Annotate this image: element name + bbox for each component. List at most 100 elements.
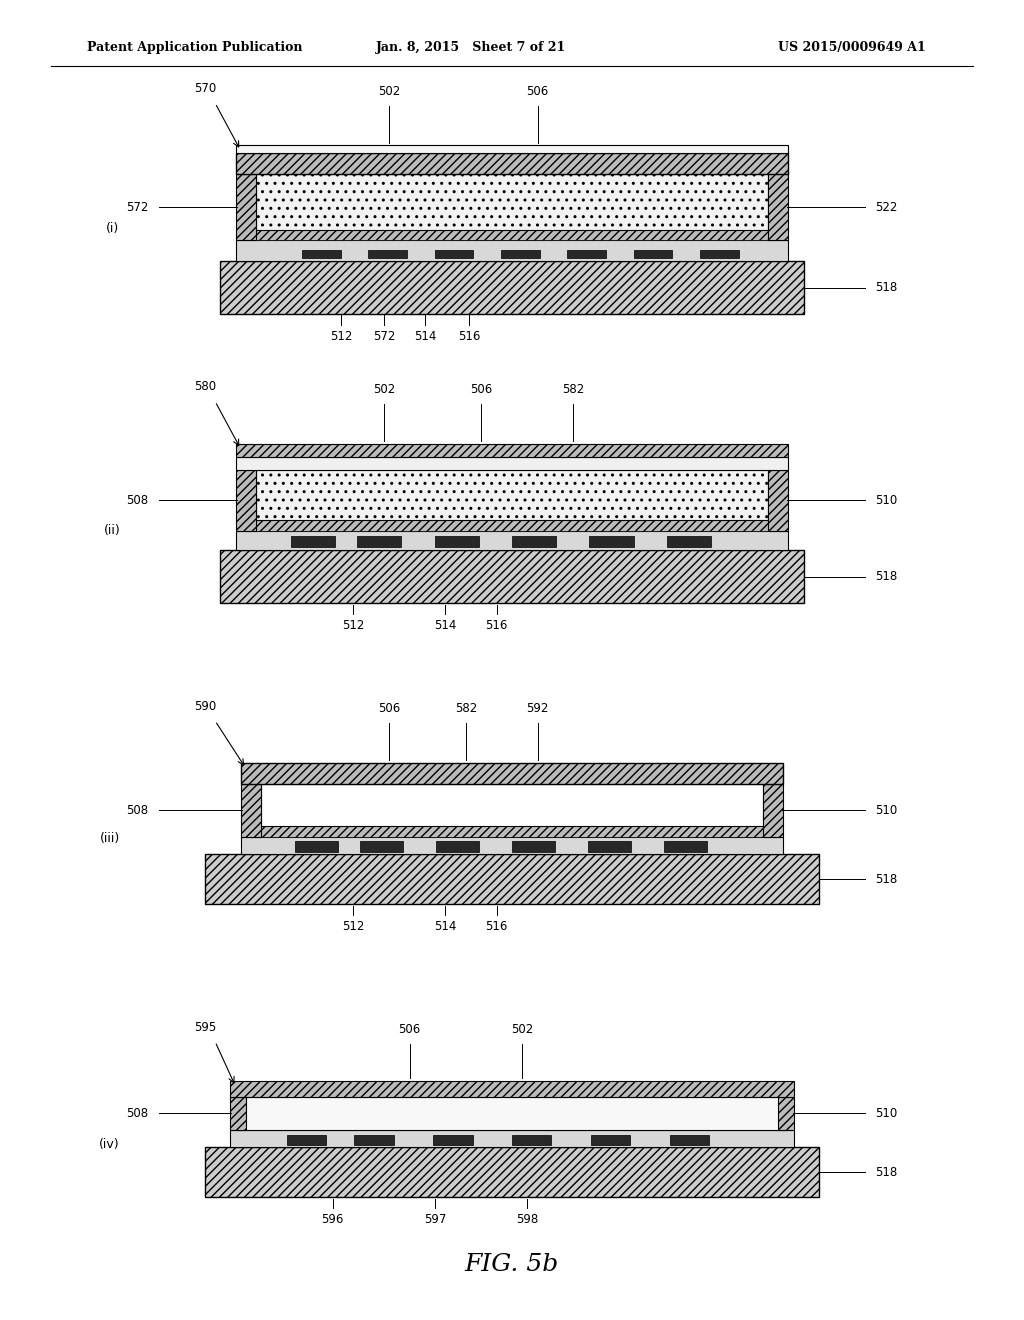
Bar xyxy=(230,1081,794,1097)
Bar xyxy=(236,444,788,457)
Text: (i): (i) xyxy=(106,222,119,235)
Bar xyxy=(205,1147,819,1197)
Bar xyxy=(241,763,783,784)
Bar xyxy=(302,249,341,259)
Bar xyxy=(512,841,555,853)
Bar xyxy=(567,249,606,259)
Bar xyxy=(434,536,479,548)
Bar xyxy=(241,784,261,837)
Bar xyxy=(664,841,708,853)
Text: 508: 508 xyxy=(126,804,148,817)
Text: 508: 508 xyxy=(126,1107,148,1119)
Bar xyxy=(763,784,783,837)
Text: US 2015/0009649 A1: US 2015/0009649 A1 xyxy=(778,41,926,54)
Bar xyxy=(230,1097,246,1130)
Text: 502: 502 xyxy=(511,1023,534,1036)
Text: 510: 510 xyxy=(876,804,898,817)
Bar xyxy=(700,249,738,259)
Bar xyxy=(291,536,335,548)
Bar xyxy=(436,841,479,853)
Bar xyxy=(236,230,788,240)
Bar xyxy=(236,457,788,470)
Text: 592: 592 xyxy=(526,702,549,715)
Bar xyxy=(433,1135,473,1146)
Text: 516: 516 xyxy=(458,330,480,343)
Bar xyxy=(256,174,768,230)
Text: 502: 502 xyxy=(378,84,400,98)
Bar xyxy=(670,1135,709,1146)
Text: 506: 506 xyxy=(526,84,549,98)
Text: 582: 582 xyxy=(562,383,585,396)
Bar xyxy=(261,784,763,826)
Bar xyxy=(256,470,768,520)
Text: 522: 522 xyxy=(876,201,898,214)
Text: (ii): (ii) xyxy=(104,524,121,537)
Text: 518: 518 xyxy=(876,1166,898,1179)
Text: FIG. 5b: FIG. 5b xyxy=(465,1253,559,1276)
Text: 572: 572 xyxy=(126,201,148,214)
Text: 570: 570 xyxy=(194,82,216,95)
Text: 502: 502 xyxy=(373,383,395,396)
Bar xyxy=(434,249,473,259)
Text: 506: 506 xyxy=(470,383,493,396)
Bar xyxy=(360,841,403,853)
Bar xyxy=(768,174,788,240)
Text: Jan. 8, 2015   Sheet 7 of 21: Jan. 8, 2015 Sheet 7 of 21 xyxy=(376,41,566,54)
Bar xyxy=(205,854,819,904)
Bar xyxy=(236,470,256,531)
Text: 597: 597 xyxy=(424,1213,446,1226)
Bar xyxy=(591,1135,631,1146)
Text: 506: 506 xyxy=(378,702,400,715)
Bar xyxy=(220,550,804,603)
Text: 514: 514 xyxy=(434,920,457,933)
Text: 508: 508 xyxy=(126,494,148,507)
Text: 572: 572 xyxy=(373,330,395,343)
Text: 595: 595 xyxy=(194,1020,216,1034)
Bar xyxy=(588,841,632,853)
Text: 516: 516 xyxy=(485,920,508,933)
Bar xyxy=(667,536,711,548)
Text: (iv): (iv) xyxy=(99,1138,120,1151)
Text: 518: 518 xyxy=(876,570,898,583)
Bar xyxy=(236,174,256,240)
Text: 510: 510 xyxy=(876,1107,898,1119)
Text: 510: 510 xyxy=(876,494,898,507)
Bar xyxy=(220,261,804,314)
Bar xyxy=(236,520,788,531)
Text: 598: 598 xyxy=(516,1213,539,1226)
Bar xyxy=(287,1135,326,1146)
Bar xyxy=(241,826,783,837)
Bar xyxy=(590,536,634,548)
Text: 516: 516 xyxy=(485,619,508,632)
Text: (iii): (iii) xyxy=(99,832,120,845)
Text: Patent Application Publication: Patent Application Publication xyxy=(87,41,302,54)
Bar xyxy=(236,531,788,550)
Bar xyxy=(230,1130,794,1147)
Text: 514: 514 xyxy=(414,330,436,343)
Text: 512: 512 xyxy=(330,330,352,343)
Text: 518: 518 xyxy=(876,281,898,294)
Text: 590: 590 xyxy=(194,700,216,713)
Bar xyxy=(512,536,556,548)
Text: 596: 596 xyxy=(322,1213,344,1226)
Bar xyxy=(512,1135,551,1146)
Bar xyxy=(354,1135,394,1146)
Bar xyxy=(236,145,788,153)
Text: 582: 582 xyxy=(455,702,477,715)
Bar xyxy=(634,249,673,259)
Text: 512: 512 xyxy=(342,920,365,933)
Bar xyxy=(236,240,788,261)
Bar xyxy=(501,249,540,259)
Bar xyxy=(768,470,788,531)
Bar xyxy=(236,1097,788,1130)
Bar xyxy=(778,1097,794,1130)
Text: 512: 512 xyxy=(342,619,365,632)
Bar xyxy=(236,153,788,174)
Text: 514: 514 xyxy=(434,619,457,632)
Text: 580: 580 xyxy=(194,380,216,393)
Text: 518: 518 xyxy=(876,873,898,886)
Bar xyxy=(357,536,401,548)
Text: 506: 506 xyxy=(398,1023,421,1036)
Bar xyxy=(241,837,783,854)
Bar xyxy=(369,249,407,259)
